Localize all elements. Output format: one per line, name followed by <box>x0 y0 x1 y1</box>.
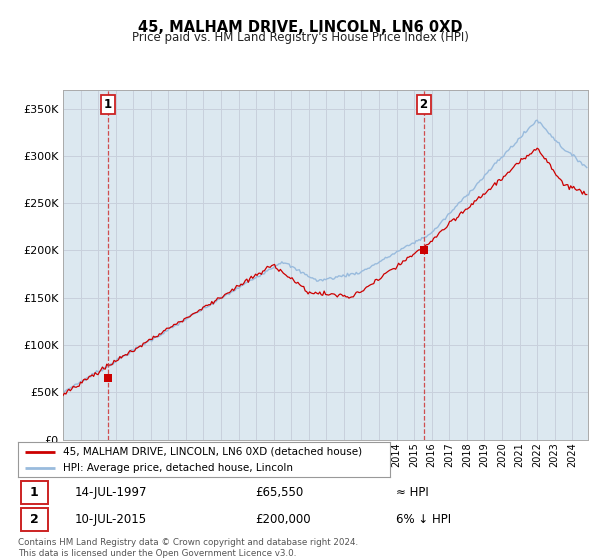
Text: 6% ↓ HPI: 6% ↓ HPI <box>396 513 451 526</box>
FancyBboxPatch shape <box>21 481 48 503</box>
Text: £65,550: £65,550 <box>255 486 303 499</box>
Text: HPI: Average price, detached house, Lincoln: HPI: Average price, detached house, Linc… <box>62 463 293 473</box>
Text: ≈ HPI: ≈ HPI <box>396 486 428 499</box>
Text: 10-JUL-2015: 10-JUL-2015 <box>74 513 146 526</box>
Text: Price paid vs. HM Land Registry's House Price Index (HPI): Price paid vs. HM Land Registry's House … <box>131 31 469 44</box>
Text: 14-JUL-1997: 14-JUL-1997 <box>74 486 147 499</box>
Text: Contains HM Land Registry data © Crown copyright and database right 2024.
This d: Contains HM Land Registry data © Crown c… <box>18 538 358 558</box>
Text: 2: 2 <box>419 99 428 111</box>
Text: 45, MALHAM DRIVE, LINCOLN, LN6 0XD: 45, MALHAM DRIVE, LINCOLN, LN6 0XD <box>138 20 462 35</box>
FancyBboxPatch shape <box>21 508 48 531</box>
Text: 45, MALHAM DRIVE, LINCOLN, LN6 0XD (detached house): 45, MALHAM DRIVE, LINCOLN, LN6 0XD (deta… <box>62 447 362 457</box>
Text: 1: 1 <box>30 486 39 499</box>
Text: 1: 1 <box>104 99 112 111</box>
Text: £200,000: £200,000 <box>255 513 311 526</box>
Text: 2: 2 <box>30 513 39 526</box>
